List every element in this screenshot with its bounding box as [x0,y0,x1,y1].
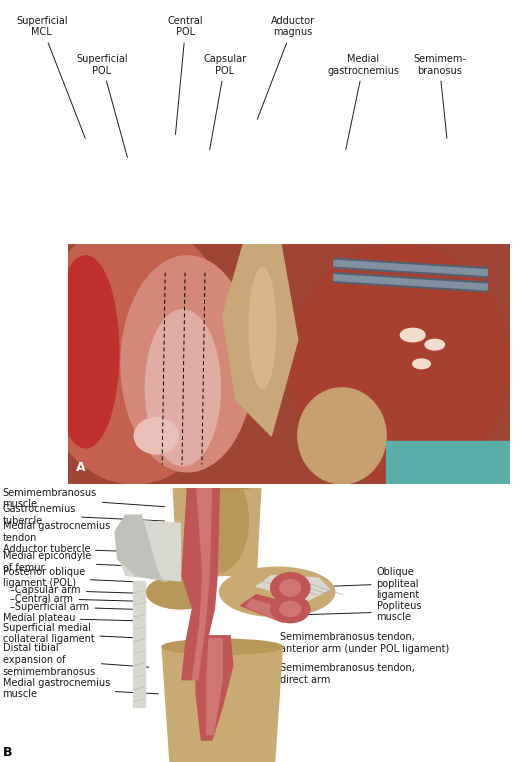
Polygon shape [246,600,285,620]
Text: Adductor tubercle: Adductor tubercle [3,543,154,553]
Text: Central
POL: Central POL [168,16,203,134]
Text: Popliteus
muscle: Popliteus muscle [298,601,421,623]
Bar [386,440,510,484]
Ellipse shape [280,580,301,596]
Ellipse shape [271,573,310,603]
Text: Semimem-
branosus: Semimem- branosus [413,54,466,138]
Polygon shape [118,520,180,581]
Ellipse shape [146,576,214,609]
Text: Oblique
popliteal
ligament: Oblique popliteal ligament [298,567,420,600]
Circle shape [413,359,430,369]
Text: Gastrocnemius
tubercle: Gastrocnemius tubercle [3,504,165,526]
Text: –Central arm: –Central arm [10,594,138,604]
Ellipse shape [173,474,262,491]
Ellipse shape [186,469,248,573]
Text: Adductor
magnus: Adductor magnus [257,16,315,120]
Text: A: A [76,461,86,474]
Text: Medial gastrocnemius
tendon: Medial gastrocnemius tendon [3,521,157,543]
Ellipse shape [220,567,335,616]
Polygon shape [115,515,167,581]
Text: –Superficial arm: –Superficial arm [10,602,138,612]
Polygon shape [182,474,220,680]
Ellipse shape [145,310,221,466]
Text: Medial plateau: Medial plateau [3,613,144,623]
Ellipse shape [280,601,301,616]
Text: Semimembranosus
muscle: Semimembranosus muscle [3,488,165,510]
Polygon shape [196,636,233,740]
Circle shape [425,339,445,350]
Ellipse shape [35,219,234,484]
Polygon shape [207,639,222,735]
Ellipse shape [298,388,386,484]
Text: Semimembranosus tendon,
anterior arm (under POL ligament): Semimembranosus tendon, anterior arm (un… [259,632,449,654]
Polygon shape [162,647,282,762]
Text: Superficial
POL: Superficial POL [76,54,128,157]
Text: Medial gastrocnemius
muscle: Medial gastrocnemius muscle [3,677,158,700]
Text: Posterior oblique
ligament (POL): Posterior oblique ligament (POL) [3,567,139,588]
Text: Medial
gastrocnemius: Medial gastrocnemius [327,54,400,149]
Text: Semimembranosus tendon,
direct arm: Semimembranosus tendon, direct arm [244,664,415,685]
Ellipse shape [289,244,510,484]
Polygon shape [223,239,298,436]
Polygon shape [256,575,329,600]
Ellipse shape [134,418,178,454]
Polygon shape [173,474,262,575]
Ellipse shape [52,256,119,448]
Circle shape [400,328,425,342]
Text: Superficial medial
collateral ligament: Superficial medial collateral ligament [3,623,138,645]
Text: Capsular
POL: Capsular POL [203,54,246,149]
Ellipse shape [249,268,276,388]
Text: Distal tibial
expansion of
semimembranosus: Distal tibial expansion of semimembranos… [3,643,149,677]
Polygon shape [241,594,298,622]
Ellipse shape [271,595,310,623]
Text: Medial epicondyle
of femur: Medial epicondyle of femur [3,552,149,573]
Polygon shape [192,477,212,680]
Text: –Capsular arm: –Capsular arm [10,585,139,595]
Text: Superficial
MCL: Superficial MCL [16,16,85,139]
Text: B: B [3,746,12,759]
Ellipse shape [162,639,282,655]
Ellipse shape [121,256,254,472]
Polygon shape [133,581,145,707]
